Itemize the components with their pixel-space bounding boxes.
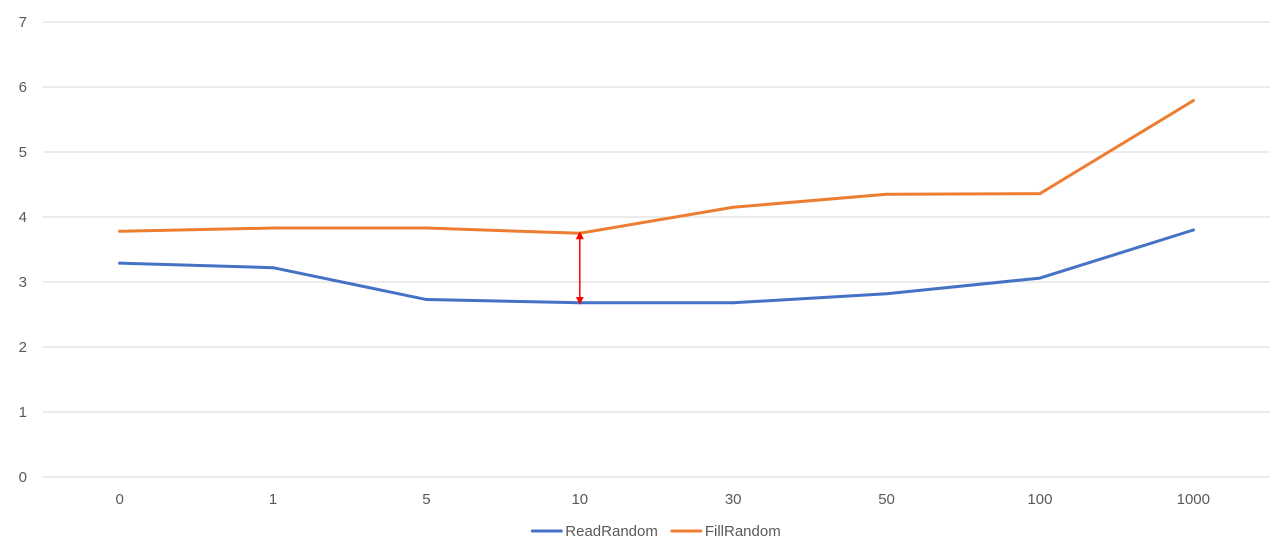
y-tick-label: 3 xyxy=(19,274,27,291)
series-lines xyxy=(118,99,1195,305)
legend-label: FillRandom xyxy=(705,523,781,540)
data-point-readrandom xyxy=(118,261,122,265)
data-point-readrandom xyxy=(578,301,582,305)
data-point-fillrandom xyxy=(578,231,582,235)
legend-item-fillrandom: FillRandom xyxy=(670,523,781,540)
y-tick-label: 2 xyxy=(19,339,27,356)
series-line-readrandom xyxy=(118,228,1195,305)
data-point-fillrandom xyxy=(424,226,428,230)
data-point-fillrandom xyxy=(885,192,889,196)
data-point-fillrandom xyxy=(1191,99,1195,103)
y-tick-label: 6 xyxy=(19,79,27,96)
y-tick-label: 5 xyxy=(19,144,27,161)
data-point-readrandom xyxy=(1191,228,1195,232)
legend-item-readrandom: ReadRandom xyxy=(530,523,658,540)
data-point-fillrandom xyxy=(731,205,735,209)
x-axis-ticks: 0 1 5 10 30 50 100 1000 xyxy=(116,491,1210,508)
data-point-fillrandom xyxy=(271,226,275,230)
y-tick-label: 7 xyxy=(19,14,27,31)
x-tick-label: 5 xyxy=(422,491,430,508)
x-tick-label: 0 xyxy=(116,491,124,508)
y-tick-label: 4 xyxy=(19,209,27,226)
data-point-readrandom xyxy=(1038,276,1042,280)
x-tick-label: 100 xyxy=(1027,491,1052,508)
data-point-readrandom xyxy=(885,292,889,296)
y-axis-ticks: 0 1 2 3 4 5 6 7 xyxy=(19,14,27,486)
x-tick-label: 50 xyxy=(878,491,895,508)
x-tick-label: 10 xyxy=(571,491,588,508)
data-point-readrandom xyxy=(424,298,428,302)
y-tick-label: 1 xyxy=(19,404,27,421)
series-line-fillrandom xyxy=(118,99,1195,235)
x-tick-label: 30 xyxy=(725,491,742,508)
y-tick-label: 0 xyxy=(19,469,27,486)
data-point-readrandom xyxy=(271,266,275,270)
data-point-fillrandom xyxy=(118,229,122,233)
x-tick-label: 1 xyxy=(269,491,277,508)
data-point-readrandom xyxy=(731,301,735,305)
legend-label: ReadRandom xyxy=(565,523,658,540)
legend: ReadRandom FillRandom xyxy=(530,523,781,540)
data-point-fillrandom xyxy=(1038,192,1042,196)
gridlines xyxy=(43,21,1270,478)
x-tick-label: 1000 xyxy=(1177,491,1210,508)
